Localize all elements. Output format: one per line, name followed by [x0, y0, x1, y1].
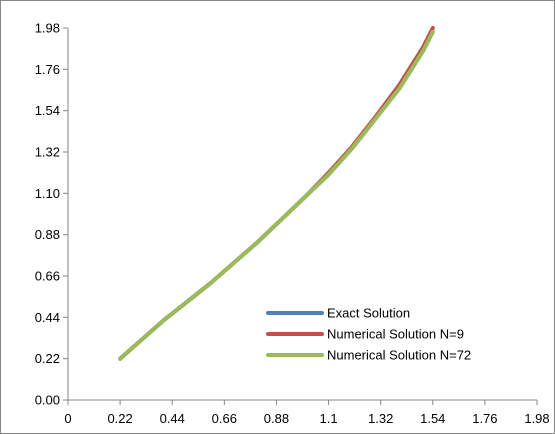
y-tick-label: 0.44: [35, 310, 60, 325]
x-tick-label: 0.88: [264, 411, 289, 426]
y-tick-label: 1.76: [35, 62, 60, 77]
x-tick-label: 1.32: [368, 411, 393, 426]
y-tick-label: 1.98: [35, 21, 60, 36]
legend-label-1: Exact Solution: [327, 306, 410, 321]
x-tick-label: 0: [64, 411, 71, 426]
y-tick-label: 1.32: [35, 145, 60, 160]
y-tick-label: 0.88: [35, 227, 60, 242]
x-tick-label: 1.54: [420, 411, 445, 426]
y-tick-label: 0.22: [35, 351, 60, 366]
x-tick-label: 1.1: [320, 411, 338, 426]
x-tick-label: 0.44: [160, 411, 185, 426]
x-tick-label: 1.76: [472, 411, 497, 426]
y-tick-label: 1.54: [35, 103, 60, 118]
y-tick-label: 1.10: [35, 186, 60, 201]
x-tick-label: 0.22: [107, 411, 132, 426]
y-tick-label: 0.66: [35, 269, 60, 284]
legend-label-3: Numerical Solution N=72: [327, 348, 471, 363]
y-tick-label: 0.00: [35, 393, 60, 408]
x-tick-label: 0.66: [212, 411, 237, 426]
legend-label-2: Numerical Solution N=9: [327, 327, 464, 342]
x-tick-label: 1.98: [524, 411, 549, 426]
